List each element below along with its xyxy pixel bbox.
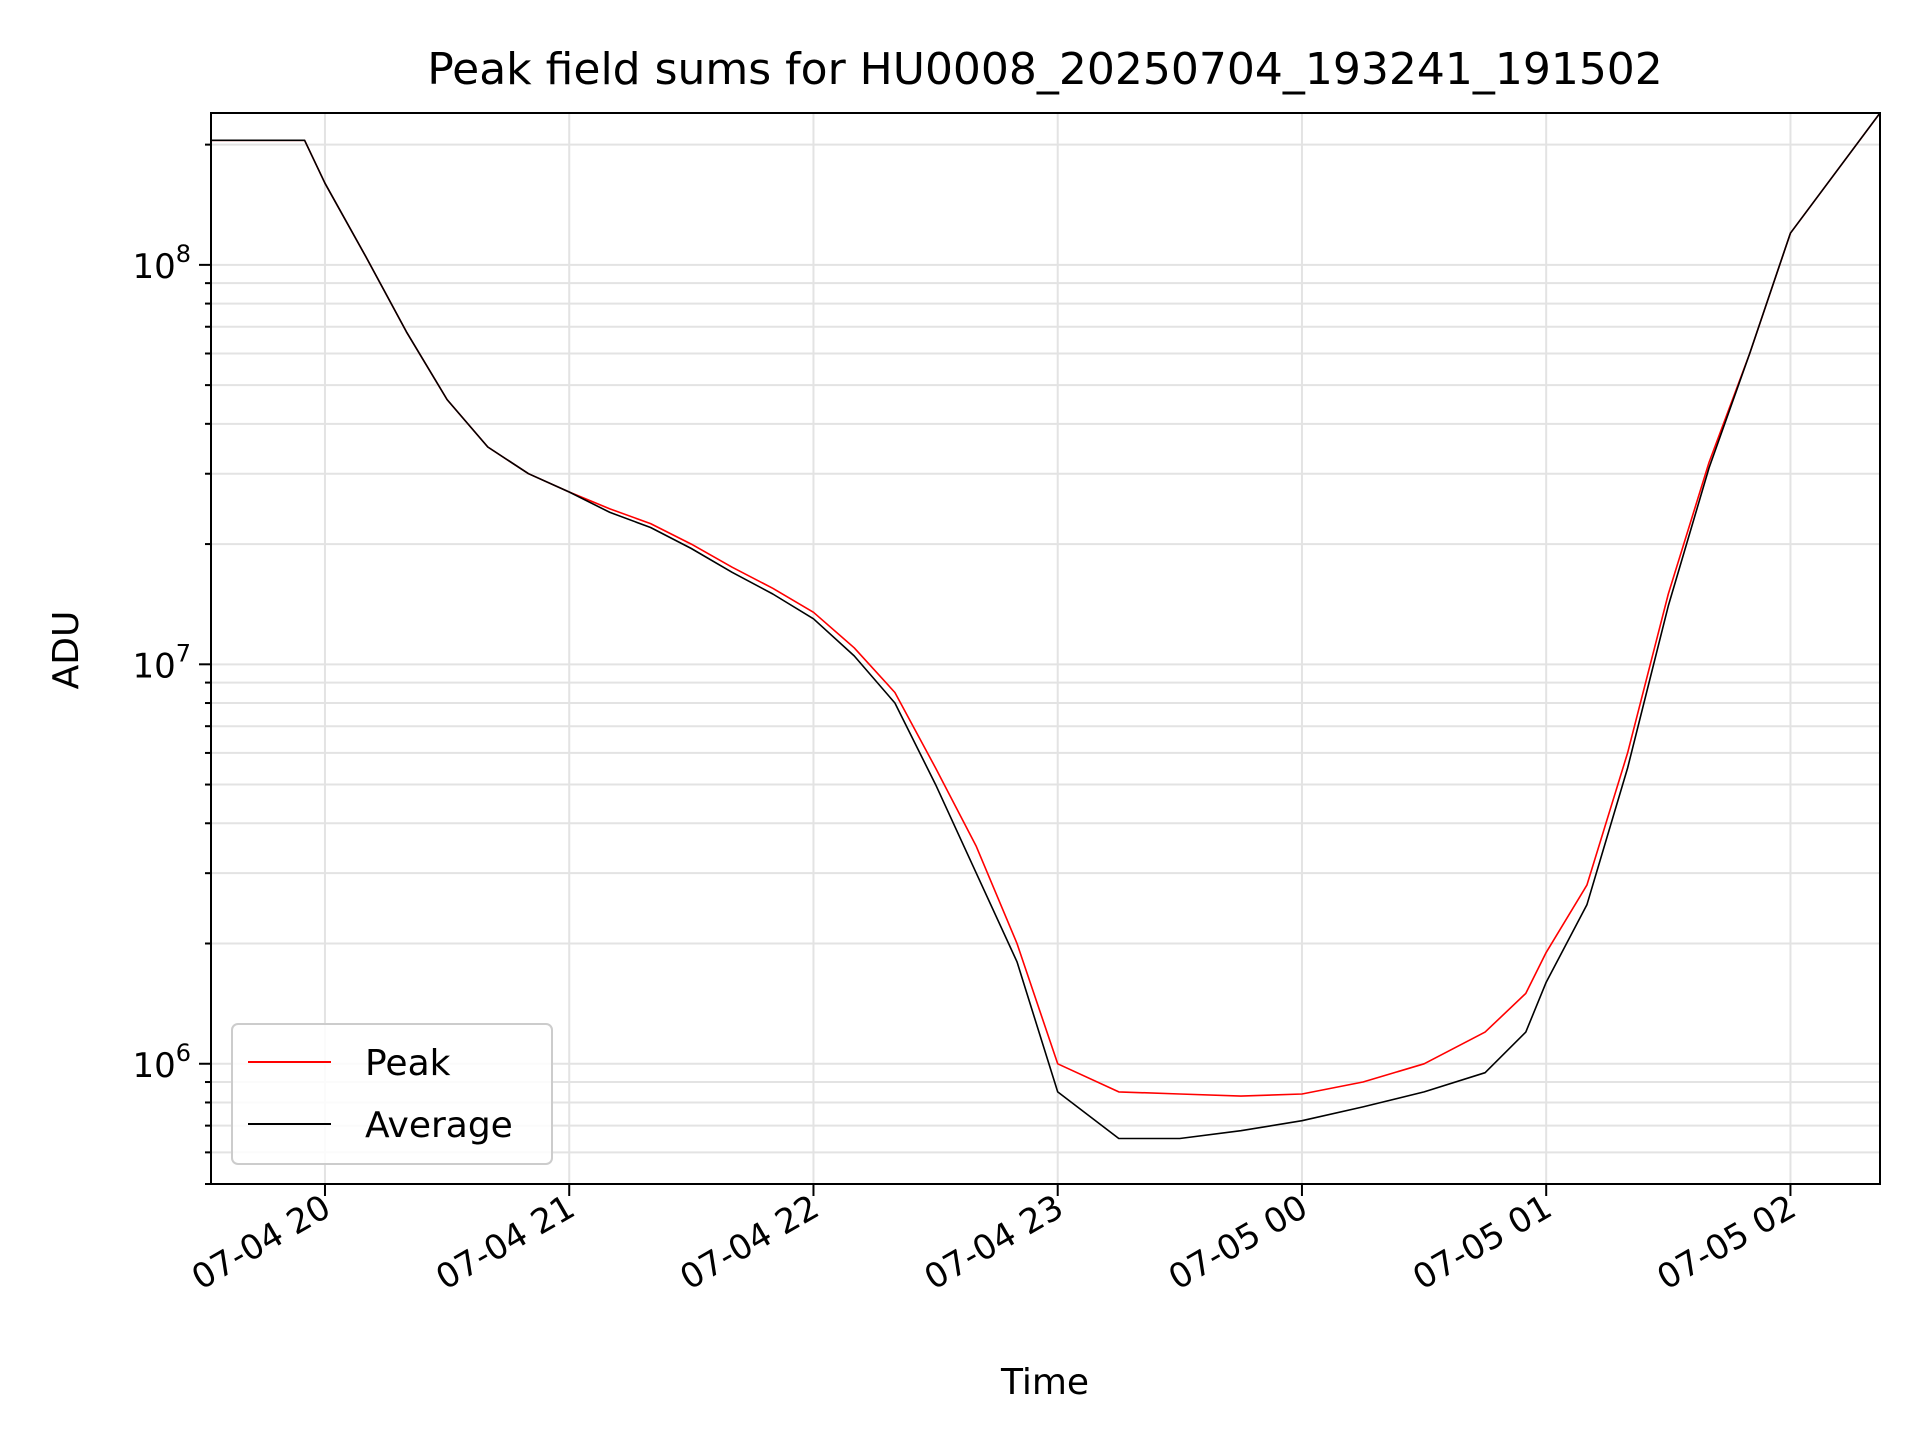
y-axis-label: ADU (46, 611, 87, 690)
y-tick-base: 10 (132, 646, 175, 686)
y-tick-base: 10 (132, 247, 175, 287)
y-tick-label: 107 (132, 639, 191, 686)
y-tick-base: 10 (132, 1046, 175, 1086)
series-layer (211, 112, 1881, 1140)
y-tick-exponent: 8 (176, 240, 191, 268)
y-tick-label: 106 (132, 1039, 191, 1086)
y-tick-exponent: 6 (176, 1039, 191, 1067)
plot-frame (210, 112, 1881, 1185)
y-tick-label: 108 (132, 240, 191, 287)
y-tick-exponent: 7 (176, 639, 191, 667)
x-axis-label: Time (1000, 1362, 1089, 1403)
legend: Peak Average (231, 1023, 553, 1165)
series-line-average (211, 112, 1881, 1140)
legend-label-average: Average (365, 1105, 513, 1146)
legend-box (231, 1023, 553, 1165)
legend-label-peak: Peak (365, 1043, 451, 1084)
chart-title: Peak field sums for HU0008_20250704_1932… (427, 44, 1663, 95)
